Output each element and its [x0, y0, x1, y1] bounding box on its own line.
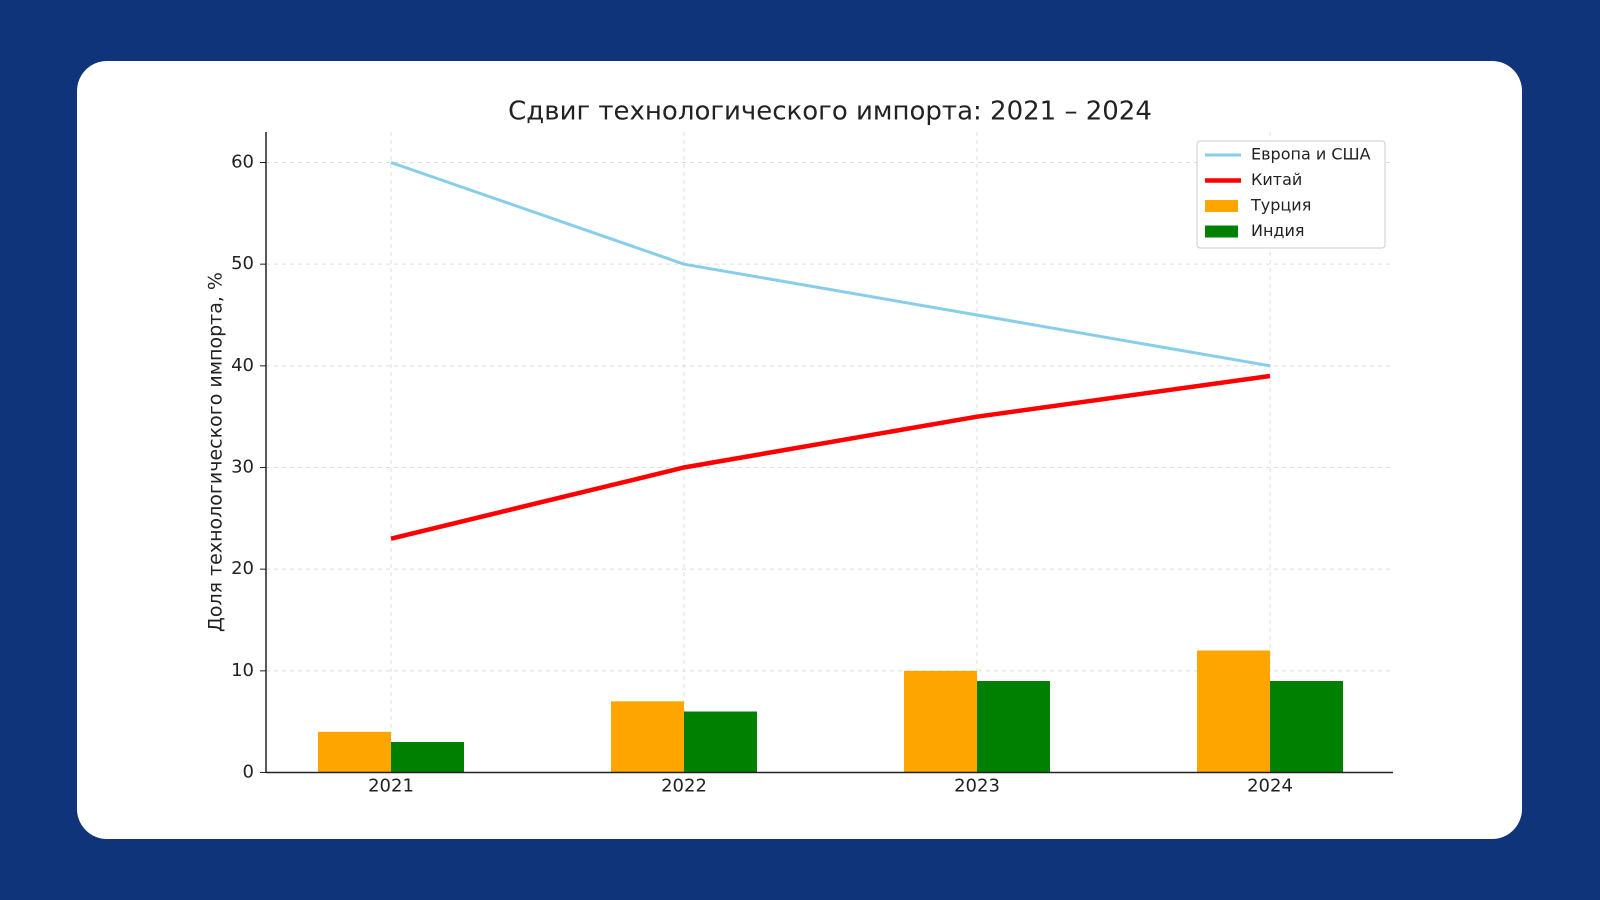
y-tick-label: 10	[231, 660, 254, 681]
y-tick-label: 40	[231, 355, 254, 376]
line	[390, 161, 1271, 368]
x-tick-label: 2023	[954, 776, 1000, 797]
legend-box	[1196, 140, 1386, 249]
legend-label: Китай	[1251, 170, 1302, 189]
y-axis-label: Доля технологического импорта, %	[205, 272, 227, 632]
y-tick-label: 20	[231, 558, 254, 579]
legend-label: Европа и США	[1251, 145, 1371, 164]
chart-title: Сдвиг технологического импорта: 2021 – 2…	[508, 97, 1152, 127]
bar	[977, 681, 1050, 773]
bar	[391, 742, 464, 773]
legend-label: Индия	[1251, 221, 1305, 240]
line	[390, 373, 1271, 541]
bar	[1270, 681, 1343, 773]
bar	[1197, 650, 1270, 773]
bar	[684, 711, 757, 773]
bar	[904, 670, 977, 773]
legend-swatch	[1205, 225, 1238, 238]
legend-swatch	[1205, 200, 1238, 212]
x-tick-label: 2024	[1247, 776, 1293, 797]
legend-label: Турция	[1250, 196, 1311, 215]
y-tick-label: 60	[231, 152, 254, 173]
x-tick-label: 2022	[661, 776, 707, 797]
bar	[611, 701, 684, 773]
y-tick-label: 30	[231, 457, 254, 478]
y-tick-label: 0	[243, 762, 254, 783]
y-tick-label: 50	[231, 253, 254, 274]
bar	[318, 731, 391, 773]
x-tick-label: 2021	[368, 776, 414, 797]
